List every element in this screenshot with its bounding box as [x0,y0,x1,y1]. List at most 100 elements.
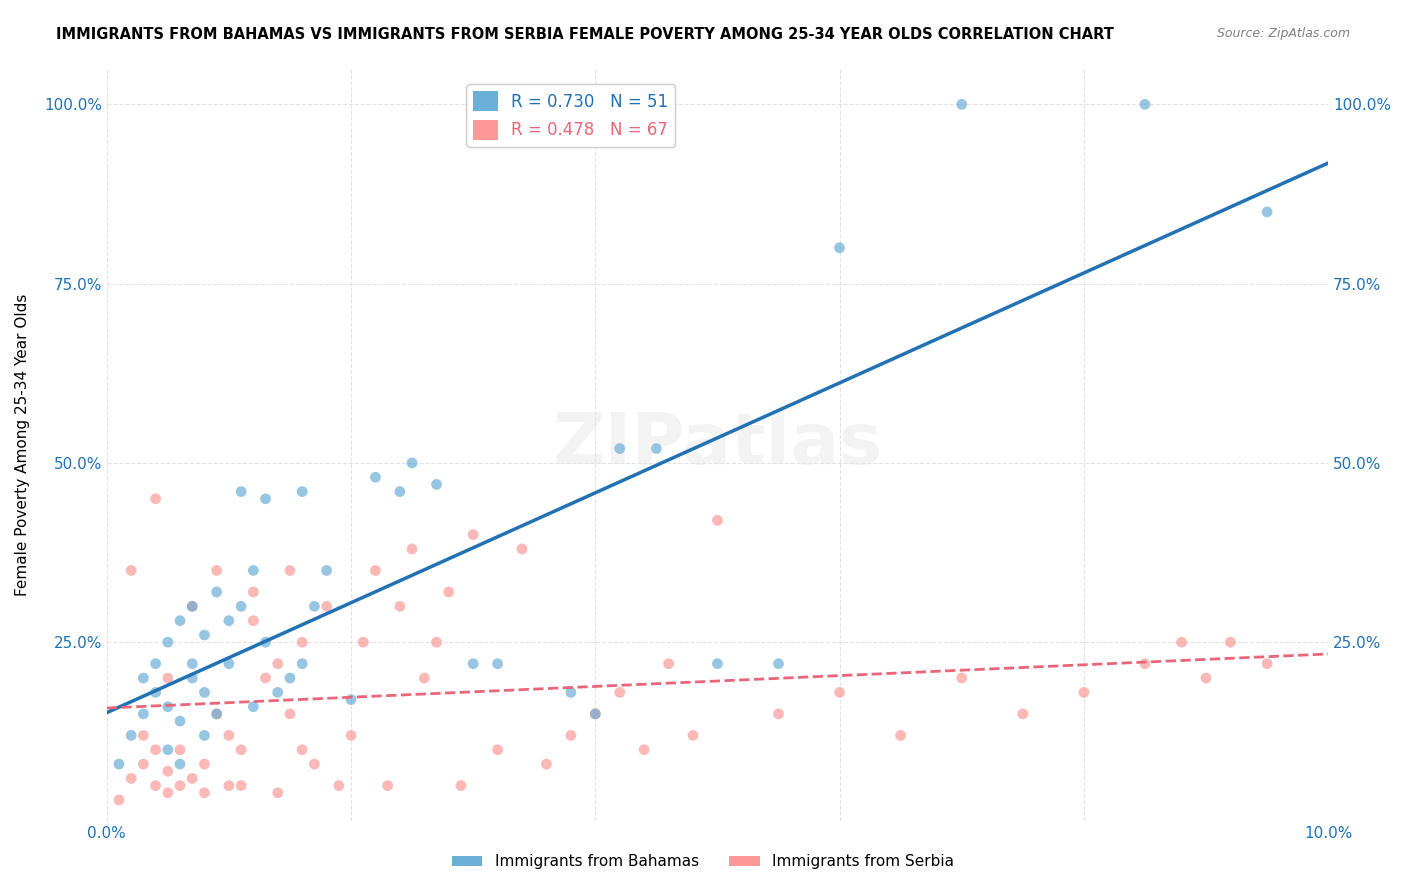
Point [291,635,314,649]
Point [388,599,411,614]
Point [340,692,363,706]
Point [132,706,155,721]
Point [1219,635,1241,649]
Point [242,585,264,599]
Point [254,671,277,685]
Legend: Immigrants from Bahamas, Immigrants from Serbia: Immigrants from Bahamas, Immigrants from… [446,848,960,875]
Point [267,657,290,671]
Point [156,635,179,649]
Point [108,757,131,772]
Point [950,97,973,112]
Point [425,635,447,649]
Point [315,564,337,578]
Point [181,599,204,614]
Point [658,657,681,671]
Point [950,671,973,685]
Point [267,786,290,800]
Point [145,685,167,699]
Point [132,728,155,742]
Point [486,657,509,671]
Point [169,614,191,628]
Point [304,599,326,614]
Point [1256,205,1278,219]
Point [560,685,582,699]
Point [645,442,668,456]
Point [229,484,252,499]
Point [609,442,631,456]
Point [156,699,179,714]
Point [205,564,228,578]
Point [1073,685,1095,699]
Point [145,657,167,671]
Point [218,779,240,793]
Point [340,728,363,742]
Point [388,484,411,499]
Point [583,706,606,721]
Point [145,779,167,793]
Point [120,728,142,742]
Point [132,671,155,685]
Point [278,706,301,721]
Point [156,764,179,779]
Point [193,628,215,642]
Point [463,657,485,671]
Point [510,541,533,556]
Point [254,491,277,506]
Point [267,685,290,699]
Point [242,699,264,714]
Point [486,743,509,757]
Point [425,477,447,491]
Point [169,743,191,757]
Point [768,706,790,721]
Point [278,564,301,578]
Text: IMMIGRANTS FROM BAHAMAS VS IMMIGRANTS FROM SERBIA FEMALE POVERTY AMONG 25-34 YEA: IMMIGRANTS FROM BAHAMAS VS IMMIGRANTS FR… [56,27,1114,42]
Point [169,757,191,772]
Point [890,728,912,742]
Text: Source: ZipAtlas.com: Source: ZipAtlas.com [1216,27,1350,40]
Point [145,743,167,757]
Point [315,599,337,614]
Point [181,671,204,685]
Point [291,657,314,671]
Point [218,614,240,628]
Point [193,728,215,742]
Point [181,772,204,786]
Point [536,757,558,772]
Point [291,484,314,499]
Point [120,772,142,786]
Point [401,541,423,556]
Point [352,635,374,649]
Point [377,779,399,793]
Point [768,657,790,671]
Legend: R = 0.730   N = 51, R = 0.478   N = 67: R = 0.730 N = 51, R = 0.478 N = 67 [467,85,675,146]
Point [278,671,301,685]
Point [450,779,472,793]
Point [145,491,167,506]
Point [1011,706,1033,721]
Point [120,564,142,578]
Point [828,241,851,255]
Point [1133,97,1156,112]
Point [633,743,655,757]
Point [193,685,215,699]
Point [205,706,228,721]
Point [218,728,240,742]
Point [242,564,264,578]
Point [193,786,215,800]
Point [609,685,631,699]
Point [156,671,179,685]
Point [229,599,252,614]
Point [291,743,314,757]
Point [181,657,204,671]
Point [205,585,228,599]
Point [169,779,191,793]
Point [193,757,215,772]
Point [205,706,228,721]
Point [169,714,191,728]
Point [108,793,131,807]
Point [181,599,204,614]
Point [254,635,277,649]
Point [1256,657,1278,671]
Point [229,743,252,757]
Point [401,456,423,470]
